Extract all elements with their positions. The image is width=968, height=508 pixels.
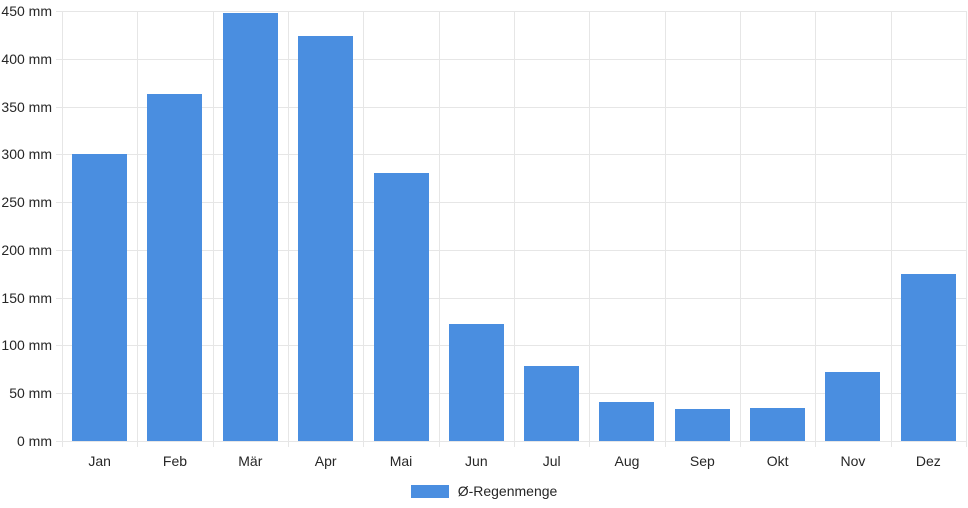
y-axis-tick xyxy=(56,154,62,156)
y-axis-tick xyxy=(56,345,62,347)
bar-Jun xyxy=(449,324,504,441)
gridline-vertical xyxy=(62,11,63,441)
y-axis-tick-label: 350 mm xyxy=(1,98,52,115)
y-axis-tick-label: 100 mm xyxy=(1,337,52,354)
bar-Feb xyxy=(147,94,202,441)
bar-Sep xyxy=(675,409,730,441)
y-axis-tick xyxy=(56,202,62,204)
gridline-vertical xyxy=(966,11,967,441)
x-axis-label: Apr xyxy=(314,453,337,469)
y-axis-tick xyxy=(56,393,62,395)
x-axis-tick xyxy=(62,441,63,447)
legend-item[interactable]: Ø-Regenmenge xyxy=(0,483,968,499)
y-axis-tick xyxy=(56,441,62,442)
x-axis-tick xyxy=(664,441,666,447)
x-axis-label: Sep xyxy=(689,453,715,469)
y-axis-tick-label: 50 mm xyxy=(9,385,52,402)
bar-Jan xyxy=(72,154,127,441)
y-axis-tick xyxy=(56,249,62,251)
x-axis-label: Aug xyxy=(614,453,640,469)
x-axis-label: Jul xyxy=(542,453,561,469)
gridline-vertical xyxy=(890,11,892,441)
y-axis-tick xyxy=(56,297,62,299)
gridline-vertical xyxy=(212,11,214,441)
x-axis-tick xyxy=(288,441,289,447)
x-axis-tick xyxy=(589,441,591,447)
gridline-vertical xyxy=(438,11,440,441)
x-axis-tick xyxy=(890,441,892,447)
x-axis-tick xyxy=(363,441,365,447)
y-axis-tick-label: 0 mm xyxy=(17,433,52,449)
gridline-vertical xyxy=(740,11,741,441)
x-axis-label: Feb xyxy=(162,453,188,469)
bar-Apr xyxy=(298,35,353,441)
y-axis-tick-label: 300 mm xyxy=(1,146,52,163)
x-axis-label: Nov xyxy=(840,453,866,469)
gridline-vertical xyxy=(589,11,591,441)
x-axis-tick xyxy=(137,441,139,447)
x-axis-tick xyxy=(966,441,967,447)
bar-Okt xyxy=(750,407,805,441)
y-axis-tick-label: 450 mm xyxy=(1,3,52,19)
bar-Nov xyxy=(825,372,880,441)
legend-label: Ø-Regenmenge xyxy=(457,483,558,499)
gridline-vertical xyxy=(137,11,139,441)
x-axis-label: Okt xyxy=(766,453,789,469)
bar-Aug xyxy=(599,401,654,441)
y-axis-tick-label: 200 mm xyxy=(1,241,52,258)
gridline-vertical xyxy=(288,11,289,441)
bar-Dez xyxy=(901,273,956,441)
bar-Jul xyxy=(524,365,579,441)
x-axis-tick xyxy=(514,441,515,447)
x-axis-label: Mär xyxy=(238,453,263,469)
bar-Mär xyxy=(223,12,278,441)
x-axis-label: Dez xyxy=(915,453,941,469)
x-axis-label: Jun xyxy=(465,453,488,469)
gridline-vertical xyxy=(363,11,365,441)
y-axis-tick xyxy=(56,11,62,12)
y-axis-tick xyxy=(56,106,62,108)
y-axis-tick xyxy=(56,58,62,60)
x-axis-tick xyxy=(815,441,817,447)
x-axis-label: Mai xyxy=(389,453,413,469)
x-axis-tick xyxy=(212,441,214,447)
gridline-vertical xyxy=(514,11,515,441)
y-axis-tick-label: 250 mm xyxy=(1,194,52,211)
x-axis-tick xyxy=(438,441,440,447)
legend-swatch-icon xyxy=(410,484,449,498)
gridline-vertical xyxy=(664,11,666,441)
bar-Mai xyxy=(374,173,429,441)
x-axis-label: Jan xyxy=(88,453,111,469)
y-axis-tick-label: 150 mm xyxy=(1,289,52,306)
gridline-vertical xyxy=(815,11,817,441)
x-axis-tick xyxy=(740,441,741,447)
y-axis-tick-label: 400 mm xyxy=(1,50,52,67)
